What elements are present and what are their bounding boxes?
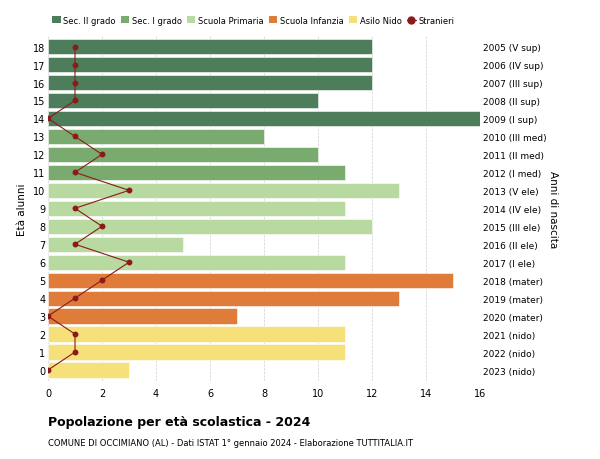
Y-axis label: Anni di nascita: Anni di nascita [548,170,557,247]
Bar [48,129,264,145]
Point [70,134,80,141]
Bar [48,219,372,235]
Point [97,223,107,230]
Point [70,169,80,177]
Point [70,241,80,248]
Bar [48,345,345,360]
Bar [48,183,399,199]
Bar [48,94,318,109]
Point [97,277,107,284]
Bar [48,147,318,162]
Bar [48,76,372,91]
Point [124,259,134,266]
Point [124,187,134,195]
Bar [48,273,453,288]
Point [70,295,80,302]
Bar [48,58,372,73]
Bar [48,255,345,270]
Text: Popolazione per età scolastica - 2024: Popolazione per età scolastica - 2024 [48,415,310,428]
Point [70,349,80,356]
Bar [48,327,345,342]
Point [70,80,80,87]
Point [43,367,53,374]
Bar [48,165,345,180]
Y-axis label: Età alunni: Età alunni [17,183,27,235]
Text: COMUNE DI OCCIMIANO (AL) - Dati ISTAT 1° gennaio 2024 - Elaborazione TUTTITALIA.: COMUNE DI OCCIMIANO (AL) - Dati ISTAT 1°… [48,438,413,448]
Point [70,98,80,105]
Bar [48,112,480,127]
Point [97,151,107,159]
Bar [48,309,237,324]
Bar [48,291,399,306]
Legend: Sec. II grado, Sec. I grado, Scuola Primaria, Scuola Infanzia, Asilo Nido, Stran: Sec. II grado, Sec. I grado, Scuola Prim… [52,17,454,26]
Point [70,205,80,213]
Point [70,44,80,51]
Bar [48,363,129,378]
Bar [48,237,183,252]
Bar [48,40,372,55]
Point [43,116,53,123]
Point [43,313,53,320]
Point [70,62,80,69]
Point [70,330,80,338]
Bar [48,201,345,217]
